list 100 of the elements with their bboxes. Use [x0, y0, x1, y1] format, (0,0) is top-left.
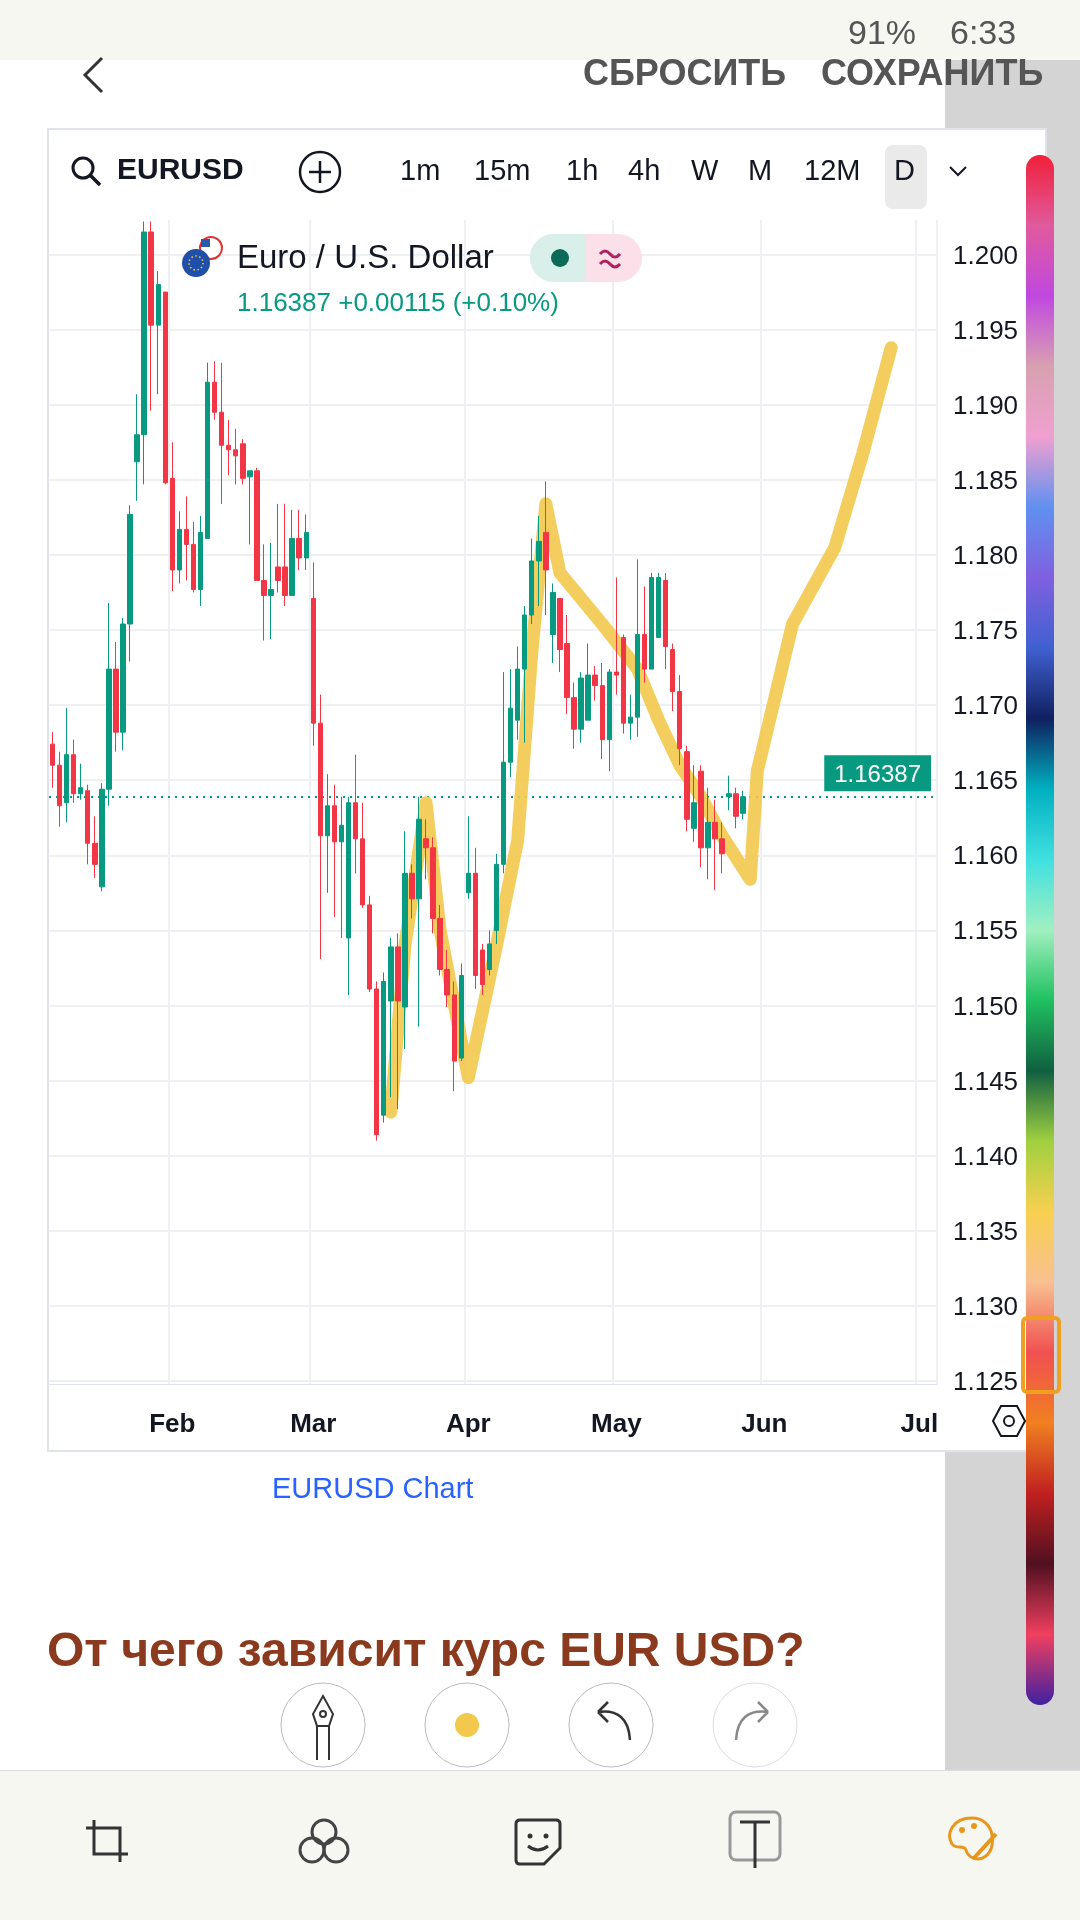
- x-tick-label: Jul: [900, 1408, 939, 1438]
- y-tick-label: 1.185: [953, 464, 1019, 495]
- candlestick: [487, 929, 492, 976]
- candlestick: [92, 815, 98, 879]
- candlestick: [543, 480, 549, 616]
- x-tick-label: Jun: [741, 1408, 788, 1438]
- candlestick: [71, 739, 76, 804]
- candlestick: [184, 495, 189, 581]
- candlestick: [191, 521, 196, 593]
- y-tick-label: 1.140: [953, 1140, 1019, 1171]
- y-tick-label: 1.200: [953, 239, 1019, 270]
- candlestick: [332, 784, 337, 918]
- x-tick-label: Mar: [290, 1408, 337, 1438]
- candlestick: [684, 745, 690, 832]
- candlestick: [381, 971, 386, 1124]
- y-tick-label: 1.195: [953, 314, 1019, 345]
- candlestick: [374, 980, 379, 1142]
- y-tick-label: 1.165: [953, 765, 1019, 796]
- candlestick: [600, 662, 605, 760]
- candlestick: [163, 291, 168, 485]
- candlestick: [240, 438, 246, 485]
- candlestick: [205, 362, 210, 539]
- candlestick: [395, 932, 401, 1110]
- y-tick-label: 1.175: [953, 615, 1019, 646]
- candlestick: [247, 470, 253, 545]
- text: 4h: [628, 154, 661, 187]
- candlestick: [50, 731, 55, 789]
- text: M: [748, 154, 773, 187]
- candlestick: [663, 572, 668, 670]
- y-tick-label: 1.130: [953, 1290, 1019, 1321]
- candlestick: [649, 572, 654, 670]
- y-tick-label: 1.155: [953, 915, 1019, 946]
- candlestick: [733, 787, 739, 829]
- x-tick-label: May: [591, 1408, 643, 1438]
- candlestick: [296, 509, 302, 571]
- candlestick: [57, 751, 62, 828]
- text: СБРОСИТЬ: [583, 52, 787, 94]
- candlestick: [642, 585, 647, 684]
- text: D: [894, 154, 915, 187]
- candlestick: [628, 694, 633, 741]
- candlestick: [233, 428, 238, 485]
- candlestick: [353, 754, 358, 874]
- text: От чего зависит курс EUR USD?: [47, 1622, 805, 1677]
- candlestick: [635, 558, 640, 738]
- text: 91%: [848, 13, 917, 52]
- ref-line-label: 1.16387: [834, 759, 921, 787]
- candlestick: [388, 937, 394, 1098]
- candlestick: [452, 980, 457, 1092]
- y-tick-label: 1.180: [953, 539, 1019, 570]
- candlestick: [219, 362, 224, 505]
- candlestick: [621, 634, 626, 735]
- candlestick: [318, 694, 323, 960]
- candlestick: [311, 561, 316, 747]
- candlestick: [148, 221, 154, 412]
- candlestick: [402, 830, 408, 1050]
- candlestick: [480, 943, 485, 996]
- text: 1m: [400, 154, 441, 187]
- text: EURUSD Chart: [272, 1472, 474, 1505]
- x-tick-label: Feb: [149, 1408, 196, 1438]
- y-tick-label: 1.160: [953, 840, 1019, 871]
- candlestick: [494, 853, 499, 945]
- candlestick: [740, 790, 746, 820]
- candlestick: [367, 895, 372, 993]
- candlestick: [170, 441, 175, 592]
- candlestick: [677, 674, 682, 766]
- candlestick: [466, 815, 471, 900]
- candlestick: [522, 605, 527, 744]
- candlestick: [198, 515, 203, 607]
- candlestick: [656, 572, 661, 639]
- candlestick: [508, 668, 513, 778]
- candlestick: [360, 802, 365, 909]
- candlestick: [113, 641, 119, 753]
- candlestick: [473, 847, 478, 990]
- text: 6:33: [950, 13, 1017, 52]
- text: 1.16387 +0.00115 (+0.10%): [237, 287, 559, 317]
- candlestick: [550, 582, 556, 664]
- candlestick: [698, 764, 704, 868]
- candlestick: [304, 513, 309, 571]
- text: СОХРАНИТЬ: [821, 52, 1044, 94]
- candlestick: [691, 764, 697, 843]
- candlestick: [156, 270, 161, 395]
- candlestick: [212, 360, 217, 421]
- y-tick-label: 1.150: [953, 990, 1019, 1021]
- candlestick: [536, 515, 542, 607]
- y-tick-label: 1.145: [953, 1065, 1019, 1096]
- y-tick-label: 1.190: [953, 389, 1019, 420]
- text: EURUSD: [117, 152, 244, 186]
- candlestick: [177, 510, 182, 584]
- candlestick: [501, 671, 506, 874]
- y-tick-label: 1.170: [953, 690, 1019, 721]
- candlestick: [268, 542, 274, 640]
- candlestick: [529, 537, 534, 625]
- x-tick-label: Apr: [445, 1408, 491, 1438]
- text: 12M: [804, 154, 861, 187]
- candlestick: [289, 509, 295, 596]
- y-tick-label: 1.125: [953, 1366, 1019, 1396]
- candlestick: [515, 646, 520, 741]
- candlestick: [226, 419, 231, 476]
- candlestick: [607, 668, 612, 772]
- y-tick-label: 1.135: [953, 1215, 1019, 1246]
